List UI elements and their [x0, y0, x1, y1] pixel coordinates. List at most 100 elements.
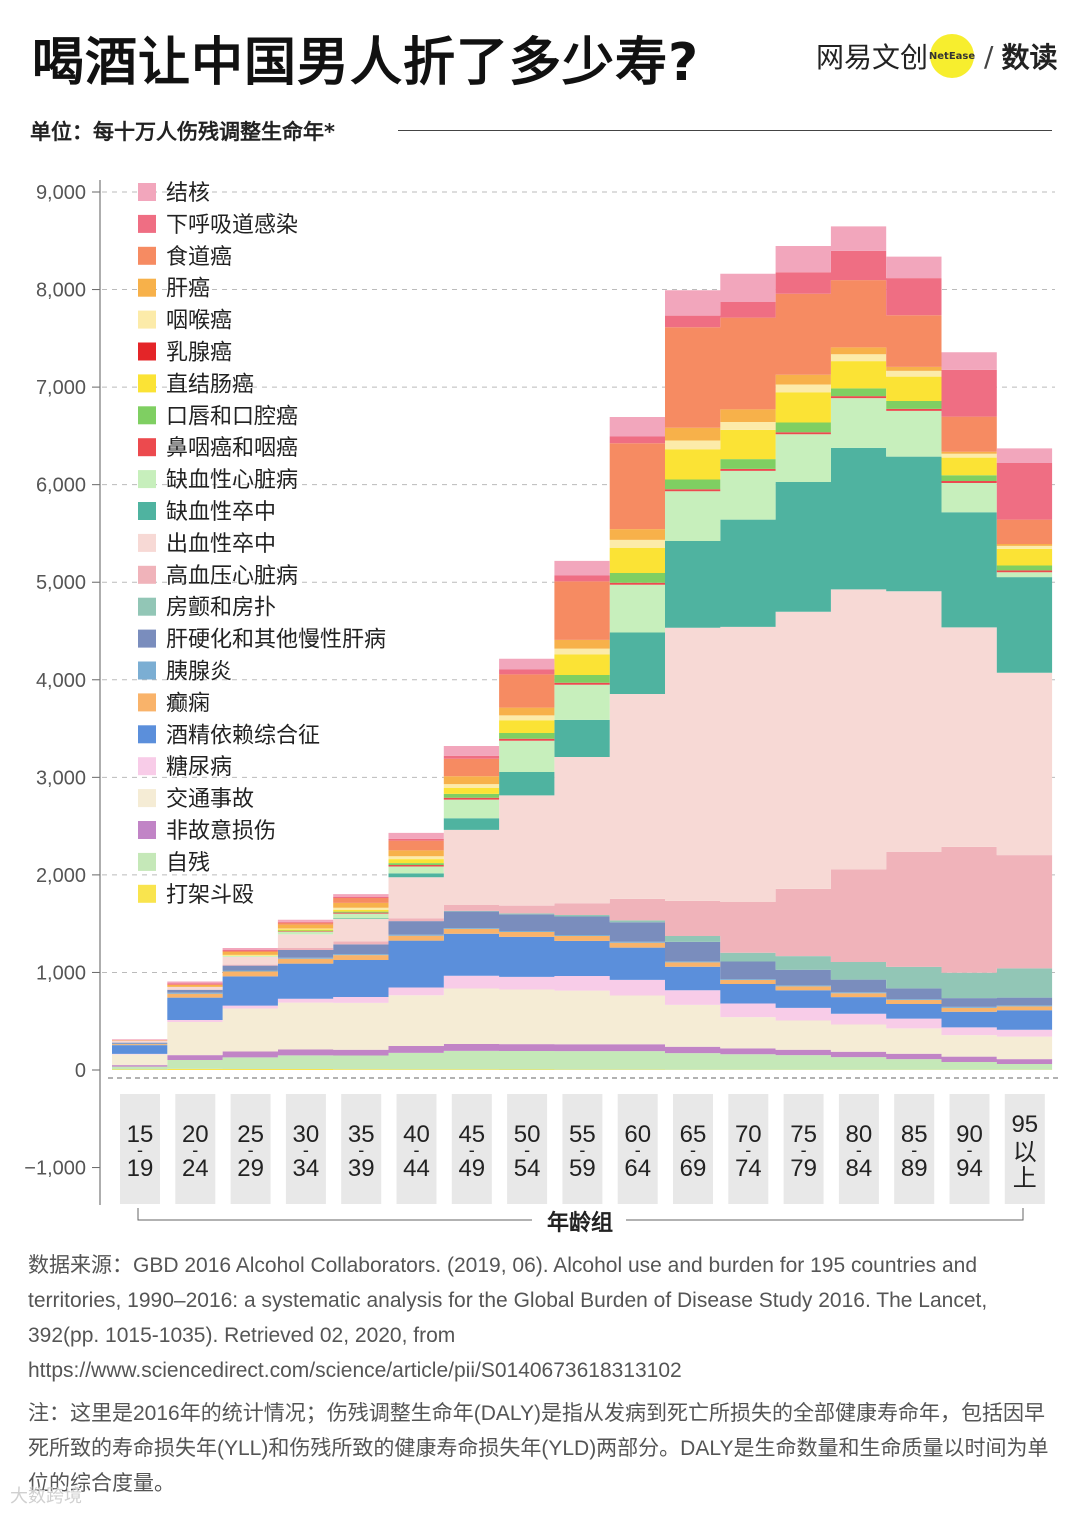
category-box: [120, 1094, 160, 1204]
category-box: [341, 1094, 382, 1204]
legend-swatch: [138, 693, 156, 712]
category-label-top: 75: [790, 1121, 817, 1148]
category-label-dash: -: [635, 1140, 641, 1160]
series-area: [112, 1068, 1053, 1070]
series-area: [112, 928, 1053, 1046]
brand-name: 网易文创: [816, 41, 929, 74]
series-area: [112, 398, 1053, 1041]
category-label-top: 50: [514, 1121, 541, 1148]
category-label-bottom: 69: [680, 1155, 707, 1182]
category-label-dash: -: [358, 1140, 364, 1160]
legend-label: 自残: [166, 851, 210, 876]
legend-label: 乳腺癌: [166, 341, 232, 366]
legend-swatch: [138, 342, 156, 361]
category-label-top: 90: [956, 1121, 983, 1148]
category-box: [562, 1094, 603, 1204]
category-label-dash: -: [414, 1140, 420, 1160]
legend-swatch: [138, 789, 156, 808]
legend-label: 缺血性卒中: [166, 500, 276, 525]
legend: 结核下呼吸道感染食道癌肝癌咽喉癌乳腺癌直结肠癌口唇和口腔癌鼻咽癌和咽癌缺血性心脏…: [138, 181, 386, 908]
category-label-top: 60: [624, 1121, 651, 1148]
legend-swatch: [138, 884, 156, 903]
category-label-top: 85: [901, 1121, 928, 1148]
legend-swatch: [138, 629, 156, 648]
series-area: [112, 447, 1053, 1041]
brand-sub: 数读: [1001, 41, 1058, 74]
category-box: [396, 1094, 437, 1204]
category-label-mid: 以: [1013, 1138, 1037, 1166]
y-tick-label: 2,000: [36, 865, 86, 887]
legend-swatch: [138, 438, 156, 457]
legend-swatch: [138, 597, 156, 616]
category-label-top: 45: [458, 1121, 485, 1148]
category-label-top: 40: [403, 1121, 430, 1148]
legend-swatch: [138, 406, 156, 425]
series-area: [112, 975, 1053, 1055]
legend-label: 结核: [166, 181, 210, 206]
legend-label: 缺血性心脏病: [166, 468, 298, 493]
series-area: [112, 911, 1053, 1044]
category-label-top: 25: [237, 1121, 264, 1148]
series-area: [112, 1044, 1053, 1067]
legend-label: 高血压心脏病: [166, 564, 298, 589]
legend-swatch: [138, 502, 156, 520]
legend-label: 肝硬化和其他慢性肝病: [166, 628, 386, 653]
legend-label: 交通事故: [166, 787, 254, 812]
legend-label: 肝癌: [166, 277, 210, 302]
legend-label: 糖尿病: [166, 755, 232, 780]
data-source: 数据来源：GBD 2016 Alcohol Collaborators. (20…: [28, 1254, 988, 1382]
category-label-dash: -: [745, 1140, 751, 1160]
category-label-top: 30: [293, 1121, 320, 1148]
category-label-top: 65: [680, 1121, 707, 1148]
legend-swatch: [138, 470, 156, 489]
category-label-bottom: 89: [901, 1155, 928, 1182]
category-label-top: 80: [846, 1121, 873, 1148]
legend-label: 鼻咽癌和咽癌: [166, 436, 298, 461]
legend-swatch: [138, 725, 156, 744]
legend-swatch: [138, 310, 156, 329]
category-box: [451, 1094, 492, 1204]
page-title: 喝酒让中国男人折了多少寿?: [32, 33, 700, 93]
category-box: [838, 1094, 879, 1204]
legend-label: 口唇和口腔癌: [166, 404, 298, 429]
series-area: [112, 1050, 1053, 1070]
category-label-bottom: 49: [458, 1155, 485, 1182]
category-box: [285, 1094, 326, 1204]
legend-label: 非故意损伤: [166, 819, 276, 844]
category-box: [230, 1094, 271, 1204]
watermark: 大数跨境: [10, 1486, 82, 1507]
legend-swatch: [138, 246, 156, 265]
category-label-dash: -: [524, 1140, 530, 1160]
brand-slash: /: [984, 39, 994, 73]
y-tick-label: 8,000: [36, 280, 86, 302]
category-label-dash: -: [137, 1140, 143, 1160]
category-label-bottom: 39: [348, 1155, 375, 1182]
category-label-top: 20: [182, 1121, 209, 1148]
footnote: 注：这里是2016年的统计情况；伤残调整生命年(DALY)是指从发病到死亡所损失…: [28, 1402, 1049, 1495]
category-label-dash: -: [579, 1140, 585, 1160]
y-tick-label: 7,000: [36, 377, 86, 399]
category-box: [673, 1094, 713, 1204]
legend-swatch: [138, 852, 156, 871]
y-tick-label: 4,000: [36, 670, 86, 692]
category-label-dash: -: [248, 1140, 254, 1160]
series-area: [112, 589, 1053, 1043]
legend-label: 食道癌: [166, 245, 232, 270]
category-label-top: 55: [569, 1121, 596, 1148]
unit-label: 单位：每十万人伤残调整生命年*: [30, 120, 335, 144]
x-axis-labels: 15-1920-2425-2930-3435-3940-4445-4950-54…: [120, 1094, 1045, 1236]
x-axis-bracket: [137, 1208, 1024, 1221]
category-label-bottom: 64: [624, 1155, 651, 1182]
legend-swatch: [138, 374, 156, 393]
legend-label: 出血性卒中: [166, 532, 276, 557]
category-label-top: 70: [735, 1121, 762, 1148]
category-label-dash: -: [690, 1140, 696, 1160]
areas: [112, 226, 1053, 1070]
category-label-bottom: 79: [790, 1155, 817, 1182]
series-area: [112, 910, 1053, 1043]
category-label-bottom: 上: [1013, 1164, 1037, 1192]
category-label-top: 95: [1011, 1111, 1038, 1138]
brand[interactable]: 网易文创 NetEase / 数读: [816, 34, 1057, 78]
y-tick-label: 3,000: [36, 767, 86, 789]
category-box: [175, 1094, 216, 1204]
